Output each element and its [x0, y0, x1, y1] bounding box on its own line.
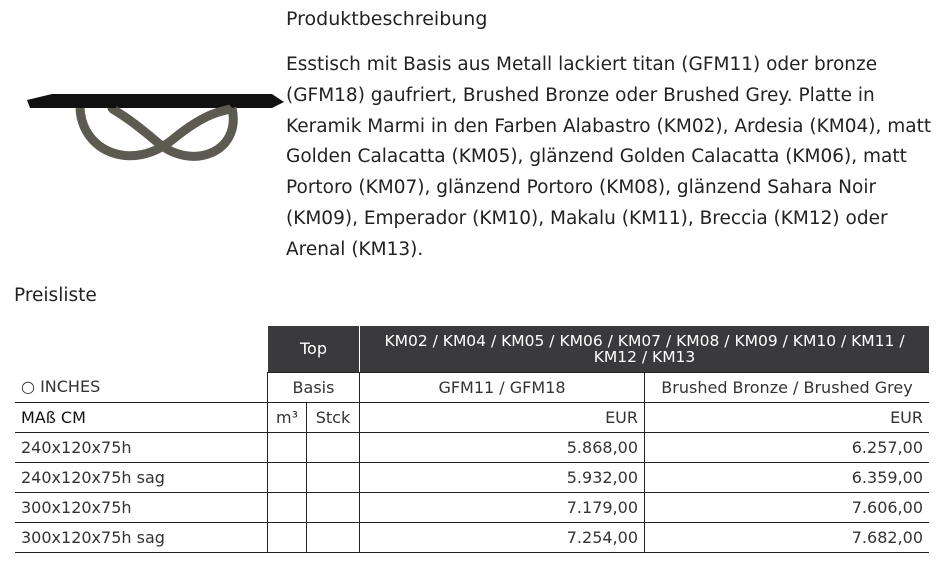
- inches-toggle[interactable]: ○ INCHES: [15, 372, 268, 403]
- price: 5.868,00: [359, 432, 645, 463]
- top-header: Top: [267, 326, 360, 373]
- price: 5.932,00: [359, 462, 645, 493]
- radio-icon[interactable]: ○: [21, 377, 35, 397]
- size: 300x120x75h sag: [15, 522, 268, 553]
- price: 7.606,00: [644, 492, 929, 523]
- size: 240x120x75h: [15, 432, 268, 463]
- m3-header: m³: [267, 402, 307, 433]
- top-values-header: KM02 / KM04 / KM05 / KM06 / KM07 / KM08 …: [359, 326, 929, 373]
- table-row: 240x120x75h sag 5.932,00 6.359,00: [15, 462, 929, 493]
- table-product-image: [27, 94, 284, 161]
- price-table: Top KM02 / KM04 / KM05 / KM06 / KM07 / K…: [15, 326, 929, 553]
- table-row: 300x120x75h sag 7.254,00 7.682,00: [15, 522, 929, 553]
- table-row: 240x120x75h 5.868,00 6.257,00: [15, 432, 929, 463]
- product-title: Produktbeschreibung: [286, 8, 488, 30]
- currency-2: EUR: [644, 402, 929, 433]
- size-header: MAß CM: [15, 402, 268, 433]
- currency-1: EUR: [359, 402, 645, 433]
- price: 7.179,00: [359, 492, 645, 523]
- basis-label: Basis: [267, 372, 360, 403]
- table-row: 300x120x75h 7.179,00 7.606,00: [15, 492, 929, 523]
- price: 6.359,00: [644, 462, 929, 493]
- size: 300x120x75h: [15, 492, 268, 523]
- price: 7.682,00: [644, 522, 929, 553]
- pricelist-title: Preisliste: [14, 285, 97, 306]
- stck-header: Stck: [306, 402, 360, 433]
- basis-1: GFM11 / GFM18: [359, 372, 645, 403]
- basis-2: Brushed Bronze / Brushed Grey: [644, 372, 929, 403]
- size: 240x120x75h sag: [15, 462, 268, 493]
- inches-label: INCHES: [40, 377, 101, 397]
- price: 6.257,00: [644, 432, 929, 463]
- product-description: Esstisch mit Basis aus Metall lackiert t…: [286, 54, 932, 260]
- price: 7.254,00: [359, 522, 645, 553]
